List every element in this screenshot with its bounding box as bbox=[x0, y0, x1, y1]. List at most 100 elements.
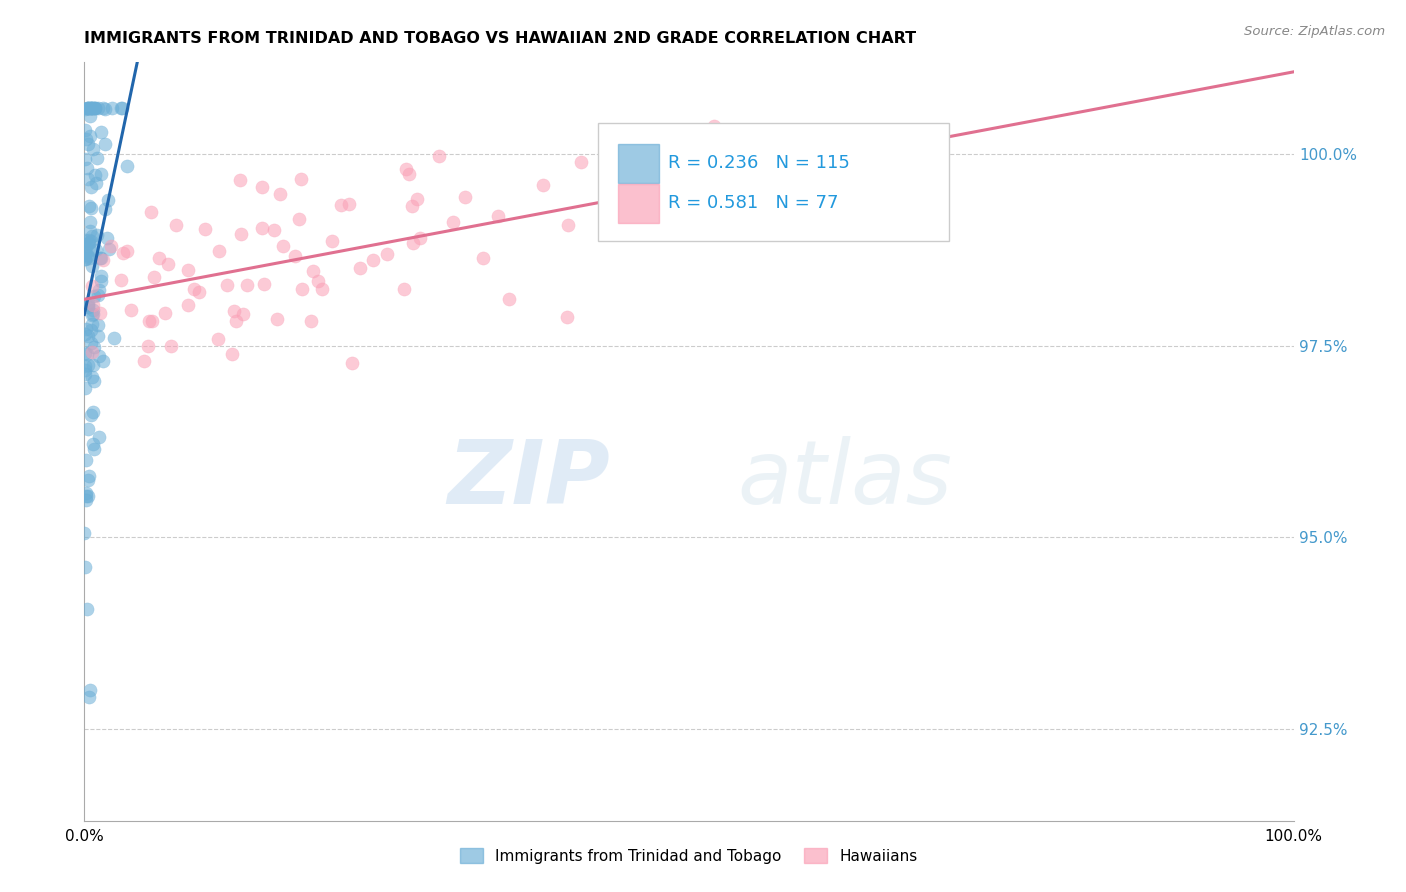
Point bbox=[427, 149, 450, 163]
Point bbox=[217, 278, 239, 293]
Point bbox=[409, 231, 432, 245]
Point bbox=[531, 178, 554, 192]
Point bbox=[80, 180, 103, 194]
Point bbox=[80, 369, 103, 384]
Point bbox=[569, 155, 592, 169]
Point bbox=[394, 161, 416, 176]
Point bbox=[87, 288, 110, 302]
Point bbox=[183, 282, 205, 296]
Point bbox=[375, 247, 398, 261]
FancyBboxPatch shape bbox=[599, 123, 949, 241]
Point bbox=[83, 340, 105, 354]
Point bbox=[73, 326, 96, 341]
Point bbox=[75, 240, 97, 254]
Point bbox=[80, 102, 103, 116]
Point bbox=[76, 248, 98, 262]
Point bbox=[75, 252, 97, 266]
Point bbox=[83, 102, 105, 116]
Point bbox=[253, 277, 276, 292]
Point bbox=[77, 137, 100, 152]
Point bbox=[77, 236, 100, 251]
Point bbox=[138, 339, 160, 353]
Point bbox=[557, 219, 579, 233]
Point bbox=[110, 102, 132, 116]
Point bbox=[290, 283, 312, 297]
Point bbox=[76, 298, 98, 312]
Point bbox=[82, 302, 104, 317]
Point bbox=[302, 264, 325, 278]
Point bbox=[75, 252, 97, 267]
Point bbox=[115, 244, 138, 259]
Point bbox=[471, 251, 494, 265]
Point bbox=[80, 102, 103, 116]
Point bbox=[82, 358, 104, 372]
Point bbox=[110, 273, 132, 287]
Text: Source: ZipAtlas.com: Source: ZipAtlas.com bbox=[1244, 25, 1385, 38]
Point bbox=[100, 239, 122, 253]
Point bbox=[77, 489, 100, 503]
Point bbox=[77, 102, 100, 116]
Point bbox=[76, 296, 98, 310]
Point bbox=[96, 231, 118, 245]
Point bbox=[398, 167, 420, 181]
Point bbox=[76, 102, 98, 116]
Point bbox=[208, 244, 231, 258]
Point bbox=[86, 151, 108, 165]
Point bbox=[284, 249, 307, 263]
Point bbox=[177, 263, 200, 277]
Point bbox=[349, 260, 371, 275]
Point bbox=[84, 176, 107, 190]
Point bbox=[93, 202, 115, 216]
Point bbox=[79, 109, 101, 123]
Point bbox=[401, 199, 423, 213]
Point bbox=[83, 374, 105, 388]
Point bbox=[194, 222, 217, 236]
Point bbox=[101, 102, 124, 116]
Point bbox=[221, 346, 243, 360]
Point bbox=[361, 252, 384, 267]
Point bbox=[77, 235, 100, 250]
Point bbox=[87, 318, 110, 332]
Point bbox=[224, 303, 246, 318]
Point bbox=[703, 119, 725, 133]
Point bbox=[82, 308, 104, 322]
Point bbox=[229, 173, 252, 187]
Point bbox=[148, 252, 170, 266]
Point bbox=[77, 233, 100, 247]
Point bbox=[75, 102, 97, 116]
Point bbox=[394, 282, 416, 296]
Point bbox=[83, 102, 105, 116]
Point bbox=[82, 142, 104, 156]
Point bbox=[73, 359, 96, 373]
Point bbox=[73, 368, 96, 382]
Point bbox=[498, 292, 520, 306]
Point bbox=[329, 197, 352, 211]
Point bbox=[165, 218, 187, 232]
Point bbox=[77, 468, 100, 483]
Point bbox=[84, 168, 107, 182]
Point bbox=[87, 429, 110, 443]
Point bbox=[269, 186, 291, 201]
Point bbox=[111, 102, 134, 116]
Point bbox=[76, 161, 98, 176]
Point bbox=[82, 317, 104, 331]
Point bbox=[406, 193, 429, 207]
Point bbox=[263, 223, 285, 237]
Point bbox=[120, 302, 142, 317]
Point bbox=[75, 245, 97, 260]
Point bbox=[86, 227, 108, 242]
FancyBboxPatch shape bbox=[617, 144, 659, 183]
Point bbox=[96, 194, 118, 208]
Point bbox=[75, 131, 97, 145]
Point bbox=[225, 314, 247, 328]
Point bbox=[84, 102, 107, 116]
Point bbox=[77, 473, 100, 487]
Point bbox=[87, 284, 110, 298]
Point bbox=[555, 310, 578, 324]
Point bbox=[94, 102, 117, 116]
Point bbox=[80, 259, 103, 273]
Point bbox=[342, 355, 364, 369]
Point bbox=[401, 236, 423, 251]
Point bbox=[73, 233, 96, 247]
Point bbox=[79, 128, 101, 143]
